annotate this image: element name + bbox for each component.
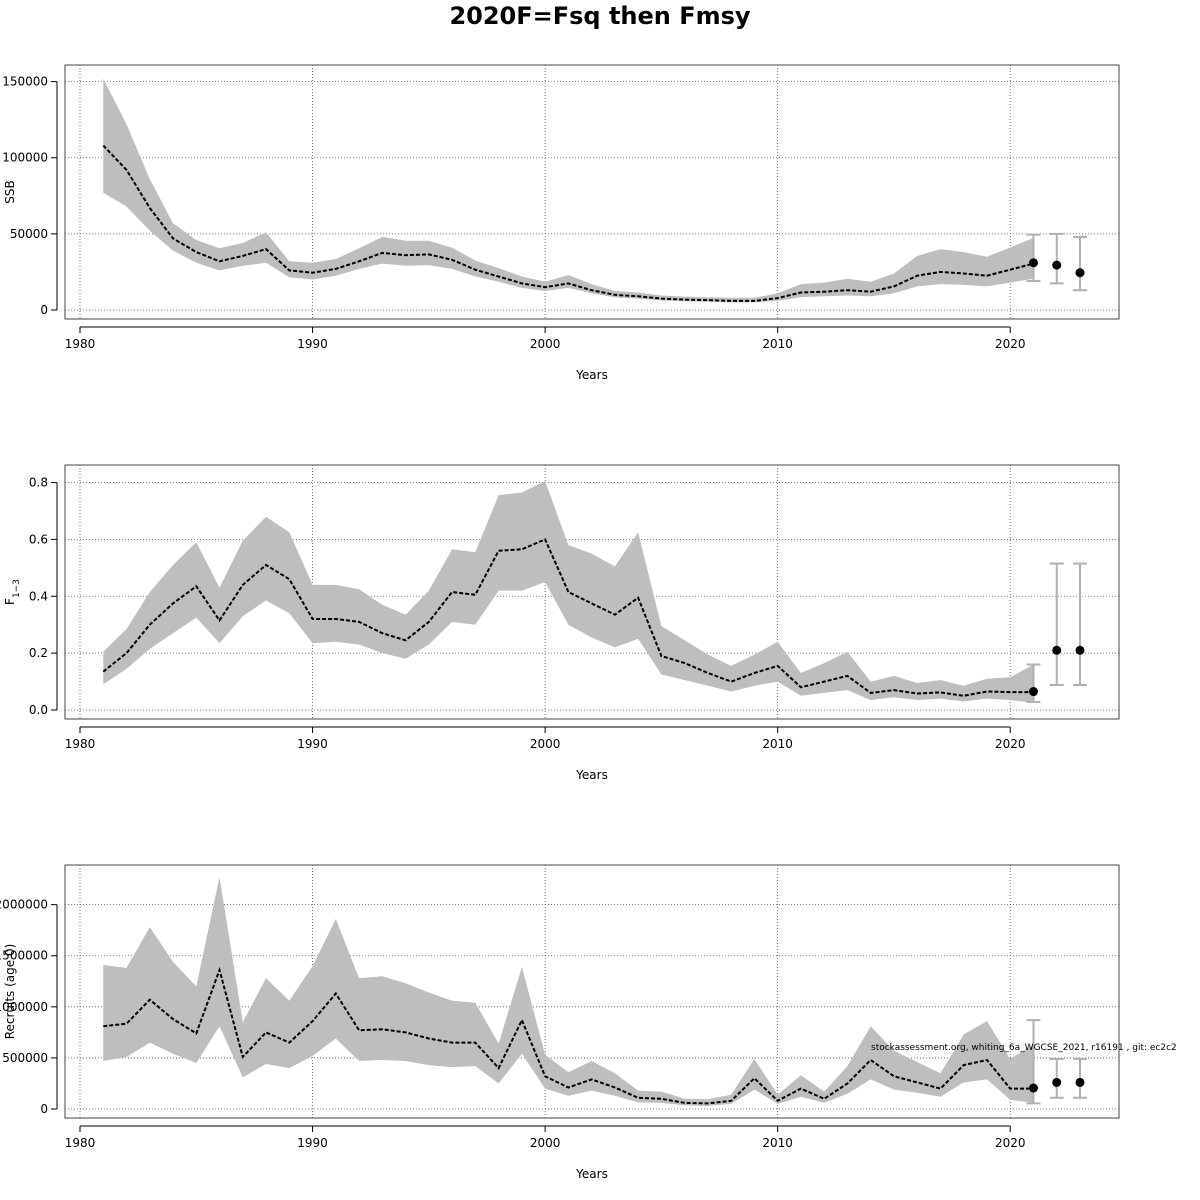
y-tick-label: 1500000 xyxy=(0,949,48,963)
x-axis-label: Years xyxy=(575,1167,608,1181)
forecast-point xyxy=(1052,1077,1062,1087)
forecast-point xyxy=(1028,258,1038,268)
y-tick-label: 50000 xyxy=(10,227,48,241)
x-tick-label: 2000 xyxy=(530,337,561,351)
y-tick-label: 100000 xyxy=(2,151,48,165)
x-tick-label: 1980 xyxy=(65,737,96,751)
x-axis-label: Years xyxy=(575,368,608,382)
forecast-point xyxy=(1075,645,1085,655)
y-tick-label: 0.0 xyxy=(29,703,48,717)
x-axis-label: Years xyxy=(575,768,608,782)
y-axis-label: Recruits (age 0) xyxy=(3,944,17,1040)
ssb-panel: 1980 1990 2000 2010 2020 Years 0 50000 100000 150… xyxy=(2,64,1120,382)
y-axis-label-subscript: 1−3 xyxy=(12,579,22,598)
x-tick-label: 1990 xyxy=(297,737,328,751)
x-tick-label: 1980 xyxy=(65,337,96,351)
y-tick-label: 0 xyxy=(40,303,48,317)
confidence-band xyxy=(103,877,1034,1106)
y-tick-label: 1000000 xyxy=(0,1000,48,1014)
fbar-panel: 1980 1990 2000 2010 2020 Years 0.0 0.2 0.4 0.6 0.8… xyxy=(3,464,1120,782)
y-tick-label: 0.8 xyxy=(29,476,48,490)
confidence-band xyxy=(103,78,1034,303)
x-tick-label: 2010 xyxy=(762,737,793,751)
x-tick-label: 2020 xyxy=(995,337,1026,351)
forecast-point xyxy=(1028,687,1038,697)
x-tick-label: 2000 xyxy=(530,737,561,751)
x-tick-label: 1980 xyxy=(65,1136,96,1150)
x-tick-label: 1990 xyxy=(297,337,328,351)
estimate-line xyxy=(102,538,1034,697)
plot-frame xyxy=(64,64,1120,320)
y-tick-label: 0.6 xyxy=(29,532,48,546)
x-tick-label: 2000 xyxy=(530,1136,561,1150)
x-tick-label: 2010 xyxy=(762,1136,793,1150)
x-tick-label: 1990 xyxy=(297,1136,328,1150)
forecast-point xyxy=(1075,1077,1085,1087)
y-tick-label: 150000 xyxy=(2,75,48,89)
x-tick-label: 2010 xyxy=(762,337,793,351)
chart-title: 2020F=Fsq then Fmsy xyxy=(449,2,751,30)
estimate-line xyxy=(102,144,1034,302)
plot-frame xyxy=(64,464,1120,720)
y-axis-label: SSB xyxy=(3,180,17,203)
y-tick-label: 0.4 xyxy=(29,589,48,603)
recruits-panel: 1980 1990 2000 2010 2020 Years 0 500000 1000000 1… xyxy=(0,864,1120,1181)
y-tick-label: 2000000 xyxy=(0,898,48,912)
y-axis-label: F1−3 xyxy=(3,579,22,605)
forecast-point xyxy=(1075,268,1085,278)
x-tick-label: 2020 xyxy=(995,737,1026,751)
y-tick-label: 500000 xyxy=(2,1051,48,1065)
x-tick-label: 2020 xyxy=(995,1136,1026,1150)
forecast-point xyxy=(1028,1083,1038,1093)
y-tick-label: 0 xyxy=(40,1102,48,1116)
forecast-point xyxy=(1052,645,1062,655)
y-tick-label: 0.2 xyxy=(29,646,48,660)
footnote: stockassessment.org, whiting_6a_WGCSE_20… xyxy=(871,1043,1177,1053)
forecast-point xyxy=(1052,260,1062,270)
estimate-line xyxy=(103,966,1034,1105)
confidence-band xyxy=(103,481,1034,703)
plot-frame xyxy=(64,864,1120,1119)
